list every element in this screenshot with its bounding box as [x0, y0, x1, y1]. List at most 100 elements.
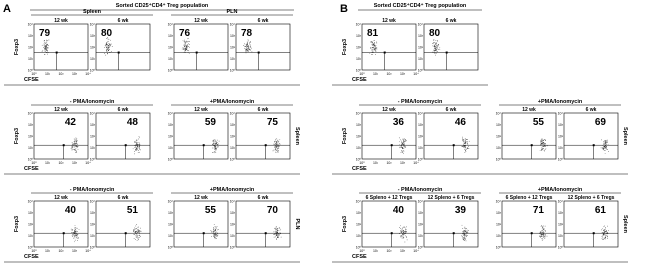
event-dot — [77, 237, 79, 238]
event-dot — [541, 147, 542, 149]
plot-frame — [173, 23, 229, 71]
event-dot — [605, 146, 607, 147]
event-dot — [540, 144, 542, 145]
event-dot — [607, 232, 608, 234]
event-dot — [245, 52, 247, 54]
event-dot — [436, 46, 438, 48]
event-dot — [372, 43, 374, 44]
event-dot — [139, 234, 141, 236]
event-dot — [463, 138, 465, 140]
event-dot — [276, 138, 278, 140]
event-dot — [604, 142, 606, 144]
event-dot — [276, 151, 278, 152]
event-dot — [439, 47, 441, 49]
event-dot — [74, 230, 76, 232]
plot-frame — [563, 112, 619, 160]
gate-marker — [452, 232, 455, 235]
plot-label: 6 wk — [446, 18, 457, 24]
event-dot — [280, 229, 282, 231]
event-dot — [136, 144, 138, 145]
event-dot — [435, 48, 437, 50]
event-dot — [182, 40, 184, 42]
event-dot — [138, 142, 140, 143]
percent-label: 79 — [39, 28, 51, 39]
event-dot — [605, 234, 606, 236]
event-dot — [135, 148, 137, 150]
percent-label: 51 — [127, 205, 139, 216]
event-dot — [465, 228, 467, 229]
gate-marker — [124, 144, 127, 147]
event-dot — [216, 232, 218, 234]
event-dot — [109, 51, 110, 53]
event-dot — [434, 45, 436, 47]
event-dot — [465, 231, 467, 233]
event-dot — [183, 49, 184, 50]
event-dot — [403, 232, 404, 234]
event-dot — [276, 228, 278, 230]
event-dot — [137, 239, 139, 241]
event-dot — [215, 229, 216, 230]
event-dot — [467, 143, 469, 145]
plot-frame — [235, 200, 291, 248]
event-dot — [406, 231, 408, 233]
event-dot — [542, 229, 544, 231]
x-tick-label: 10³ — [72, 161, 78, 165]
event-dot — [109, 43, 110, 45]
y-tick-label: 10³ — [28, 123, 34, 127]
event-dot — [276, 145, 278, 146]
event-dot — [216, 226, 218, 227]
y-tick-label: 10³ — [90, 123, 96, 127]
event-dot — [133, 232, 135, 234]
event-dot — [544, 225, 546, 227]
event-dot — [433, 39, 435, 40]
event-dot — [106, 49, 107, 51]
event-dot — [276, 147, 278, 149]
event-dot — [73, 234, 74, 236]
event-dot — [136, 145, 138, 147]
event-dot — [275, 141, 277, 142]
event-dot — [139, 227, 141, 229]
event-dot — [140, 149, 141, 151]
event-dot — [402, 151, 403, 153]
plot-frame — [501, 200, 557, 248]
event-dot — [137, 237, 139, 239]
event-dot — [603, 144, 605, 145]
event-dot — [78, 229, 80, 231]
event-dot — [44, 40, 45, 41]
event-dot — [400, 146, 402, 147]
event-dot — [605, 232, 606, 234]
event-dot — [375, 46, 376, 48]
event-dot — [75, 146, 77, 148]
event-dot — [277, 144, 279, 146]
y-tick-label: 10⁰ — [418, 69, 424, 73]
event-dot — [44, 42, 46, 44]
event-dot — [184, 45, 186, 46]
event-dot — [247, 48, 248, 50]
event-dot — [372, 49, 374, 50]
event-dot — [46, 52, 48, 54]
event-dot — [213, 224, 215, 226]
event-dot — [606, 142, 608, 143]
event-dot — [135, 225, 137, 227]
event-dot — [71, 235, 73, 237]
event-dot — [45, 45, 46, 47]
event-dot — [400, 232, 402, 233]
plot-label: 6 wk — [118, 107, 129, 113]
event-dot — [249, 49, 251, 51]
y-tick-label: 10⁴ — [168, 112, 174, 116]
event-dot — [604, 237, 606, 239]
event-dot — [541, 233, 543, 235]
event-dot — [41, 51, 43, 52]
event-dot — [76, 234, 77, 236]
event-dot — [403, 141, 404, 143]
event-dot — [214, 148, 216, 150]
event-dot — [465, 140, 466, 141]
plot-label: 12 Spleno + 6 Tregs — [568, 195, 615, 201]
event-dot — [468, 148, 470, 149]
event-dot — [544, 228, 545, 230]
event-dot — [73, 143, 75, 144]
event-dot — [213, 232, 215, 234]
percent-label: 61 — [595, 205, 607, 216]
event-dot — [373, 44, 374, 46]
y-tick-label: 10⁰ — [90, 158, 96, 162]
